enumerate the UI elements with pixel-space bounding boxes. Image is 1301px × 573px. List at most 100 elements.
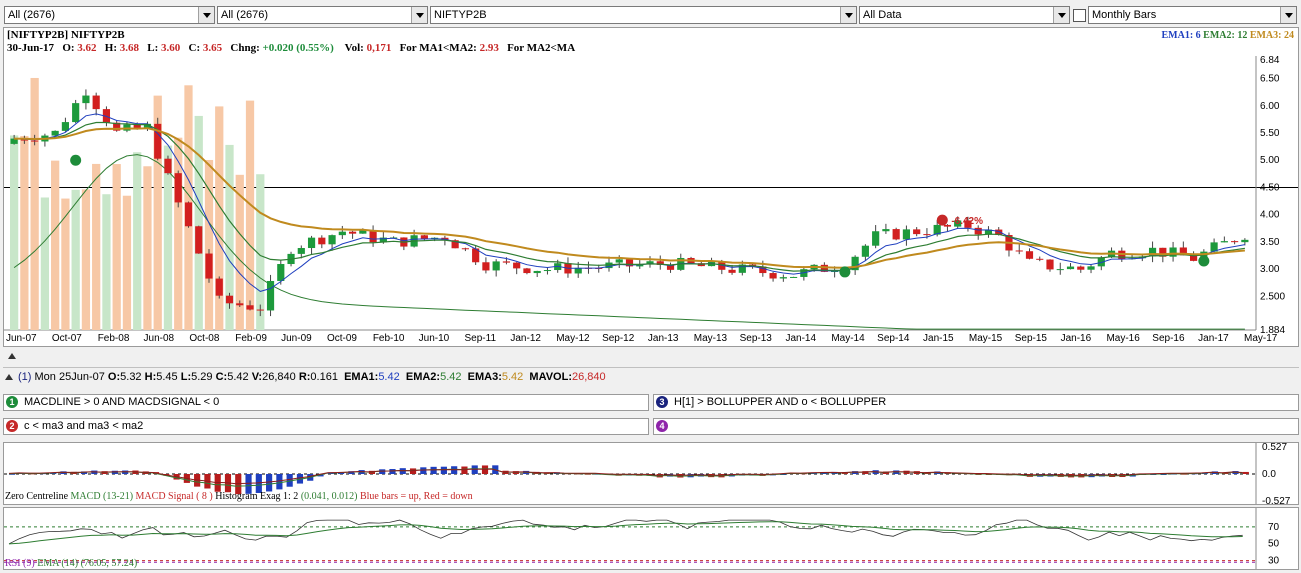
macd-y-tick: 0.0 [1262,469,1276,480]
chevron-down-icon[interactable] [198,7,214,23]
chevron-down-icon[interactable] [411,7,427,23]
header-ma2-label: For MA2<MA [507,42,576,54]
candle-body [974,227,982,235]
period-combo[interactable]: Monthly Bars [1088,6,1297,24]
candle-body [256,309,264,311]
volume-bar [194,115,203,330]
condition-2-field[interactable]: 2 c < ma3 and ma3 < ma2 [3,418,649,435]
status-r-label: R: [298,371,311,383]
candle-body [420,235,428,239]
volume-bar [112,164,121,330]
pane-splitter[interactable] [3,349,1299,368]
condition-4-field[interactable]: 4 [653,418,1299,435]
filter-combo-1[interactable]: All (2676) [4,6,215,24]
candle-body [328,235,336,245]
candle-body [779,277,787,279]
candle-body [1087,266,1095,270]
macd-signal-line [8,468,1243,485]
macd-zero-label: Zero Centreline [5,491,69,502]
condition-1-text: MACDLINE > 0 AND MACDSIGNAL < 0 [24,396,220,408]
candle-body [307,237,316,249]
ema2-legend: EMA2: 12 [1203,30,1248,41]
x-tick-label: Jun-08 [144,333,175,344]
candle-body [472,248,480,263]
symbol-combo[interactable]: NIFTYP2B [430,6,857,24]
bar-info-status: (1) Mon 25Jun-07 O:5.32 H:5.45 L:5.29 C:… [0,369,1301,386]
price-chart-pane[interactable]: 6.84 6.50 6.00 5.50 5.00 4.50 4.00 3.50 3.00 2.50… [3,27,1299,347]
chart-symbol: [NIFTYP2B] NIFTYP2B [7,29,125,41]
candle-body [482,262,490,271]
status-mavol: 26,840 [572,371,606,383]
rsi-y-tick: 70 [1268,522,1280,533]
header-close: 3.65 [202,42,223,54]
candle-body [297,248,305,254]
signal-marker-icon [70,154,82,166]
condition-4-badge: 4 [656,420,668,432]
volume-bar [81,189,91,330]
histogram-bar [440,466,447,474]
status-high: 5.45 [156,371,178,383]
signal-marker-icon [839,266,851,278]
y-tick-label: 6.00 [1260,101,1280,112]
volume-bar [204,159,214,330]
volume-bar [163,145,173,330]
volume-bar [215,106,224,330]
histogram-bar [379,469,386,474]
rsi-legend: RSI (9) EMA (14) (76.05, 57.24) [5,558,137,569]
x-tick-label: May-15 [969,333,1003,344]
candle-body [51,130,59,136]
candle-body [533,270,541,274]
candle-body [861,245,869,257]
expand-icon[interactable] [5,374,13,380]
status-v-label: V: [251,371,263,383]
x-tick-label: Jun-10 [419,333,450,344]
header-ma1-value: 2.93 [479,42,499,54]
symbol-combo-value: NIFTYP2B [434,9,487,21]
condition-2-text: c < ma3 and ma3 < ma2 [24,420,144,432]
filter-combo-1-value: All (2676) [8,9,56,21]
header-change: +0.020 (0.55%) [262,42,334,54]
filter-combo-2[interactable]: All (2676) [217,6,428,24]
status-ema2: 5.42 [440,371,462,383]
volume-bar [235,174,244,330]
ema1-legend: EMA1: 6 [1161,30,1201,41]
chevron-down-icon[interactable] [1280,7,1296,23]
candle-body [492,261,500,271]
candle-body [790,276,798,278]
volume-bar [133,152,142,330]
collapse-up-icon[interactable] [8,353,16,359]
macd-signal-label: MACD Signal ( 8 ) [135,491,213,502]
status-low: 5.29 [191,371,213,383]
x-tick-label: Feb-10 [373,333,405,344]
candle-body [666,264,675,270]
header-open: 3.62 [77,42,97,54]
candle-body [769,273,777,279]
histogram-bar [389,469,396,474]
chevron-down-icon[interactable] [840,7,856,23]
status-o-label: O: [107,371,121,383]
header-c-label: C: [188,42,201,54]
volume-bar [174,137,183,330]
ema3-line [14,127,1245,269]
macd-y-tick: 0.527 [1262,443,1287,453]
data-range-combo[interactable]: All Data [859,6,1070,24]
candle-body [1148,247,1157,257]
histogram-bar [481,465,489,474]
candle-body [964,220,972,228]
rsi-ema-label: EMA (14) [37,558,79,569]
candle-body [205,253,213,279]
data-range-combo-value: All Data [863,9,902,21]
condition-3-badge: 3 [656,396,668,408]
y-tick-label: 4.00 [1260,210,1280,221]
candle-body [1241,239,1249,243]
condition-3-field[interactable]: 3 H[1] > BOLLUPPER AND o < BOLLUPPER [653,394,1299,411]
rsi-pane[interactable]: 70 50 30 RSI (9) EMA (14) (76.05, 57.24) [3,507,1299,570]
condition-1-field[interactable]: 1 MACDLINE > 0 AND MACDSIGNAL < 0 [3,394,649,411]
candle-body [933,224,941,235]
macd-pane[interactable]: 0.527 0.0 -0.527 Zero Centreline MACD (13-… [3,442,1299,505]
x-tick-label: Oct-09 [327,333,357,344]
chevron-down-icon[interactable] [1053,7,1069,23]
volume-bar [245,100,255,331]
candle-body [1210,242,1218,252]
toggle-checkbox[interactable] [1073,9,1086,22]
